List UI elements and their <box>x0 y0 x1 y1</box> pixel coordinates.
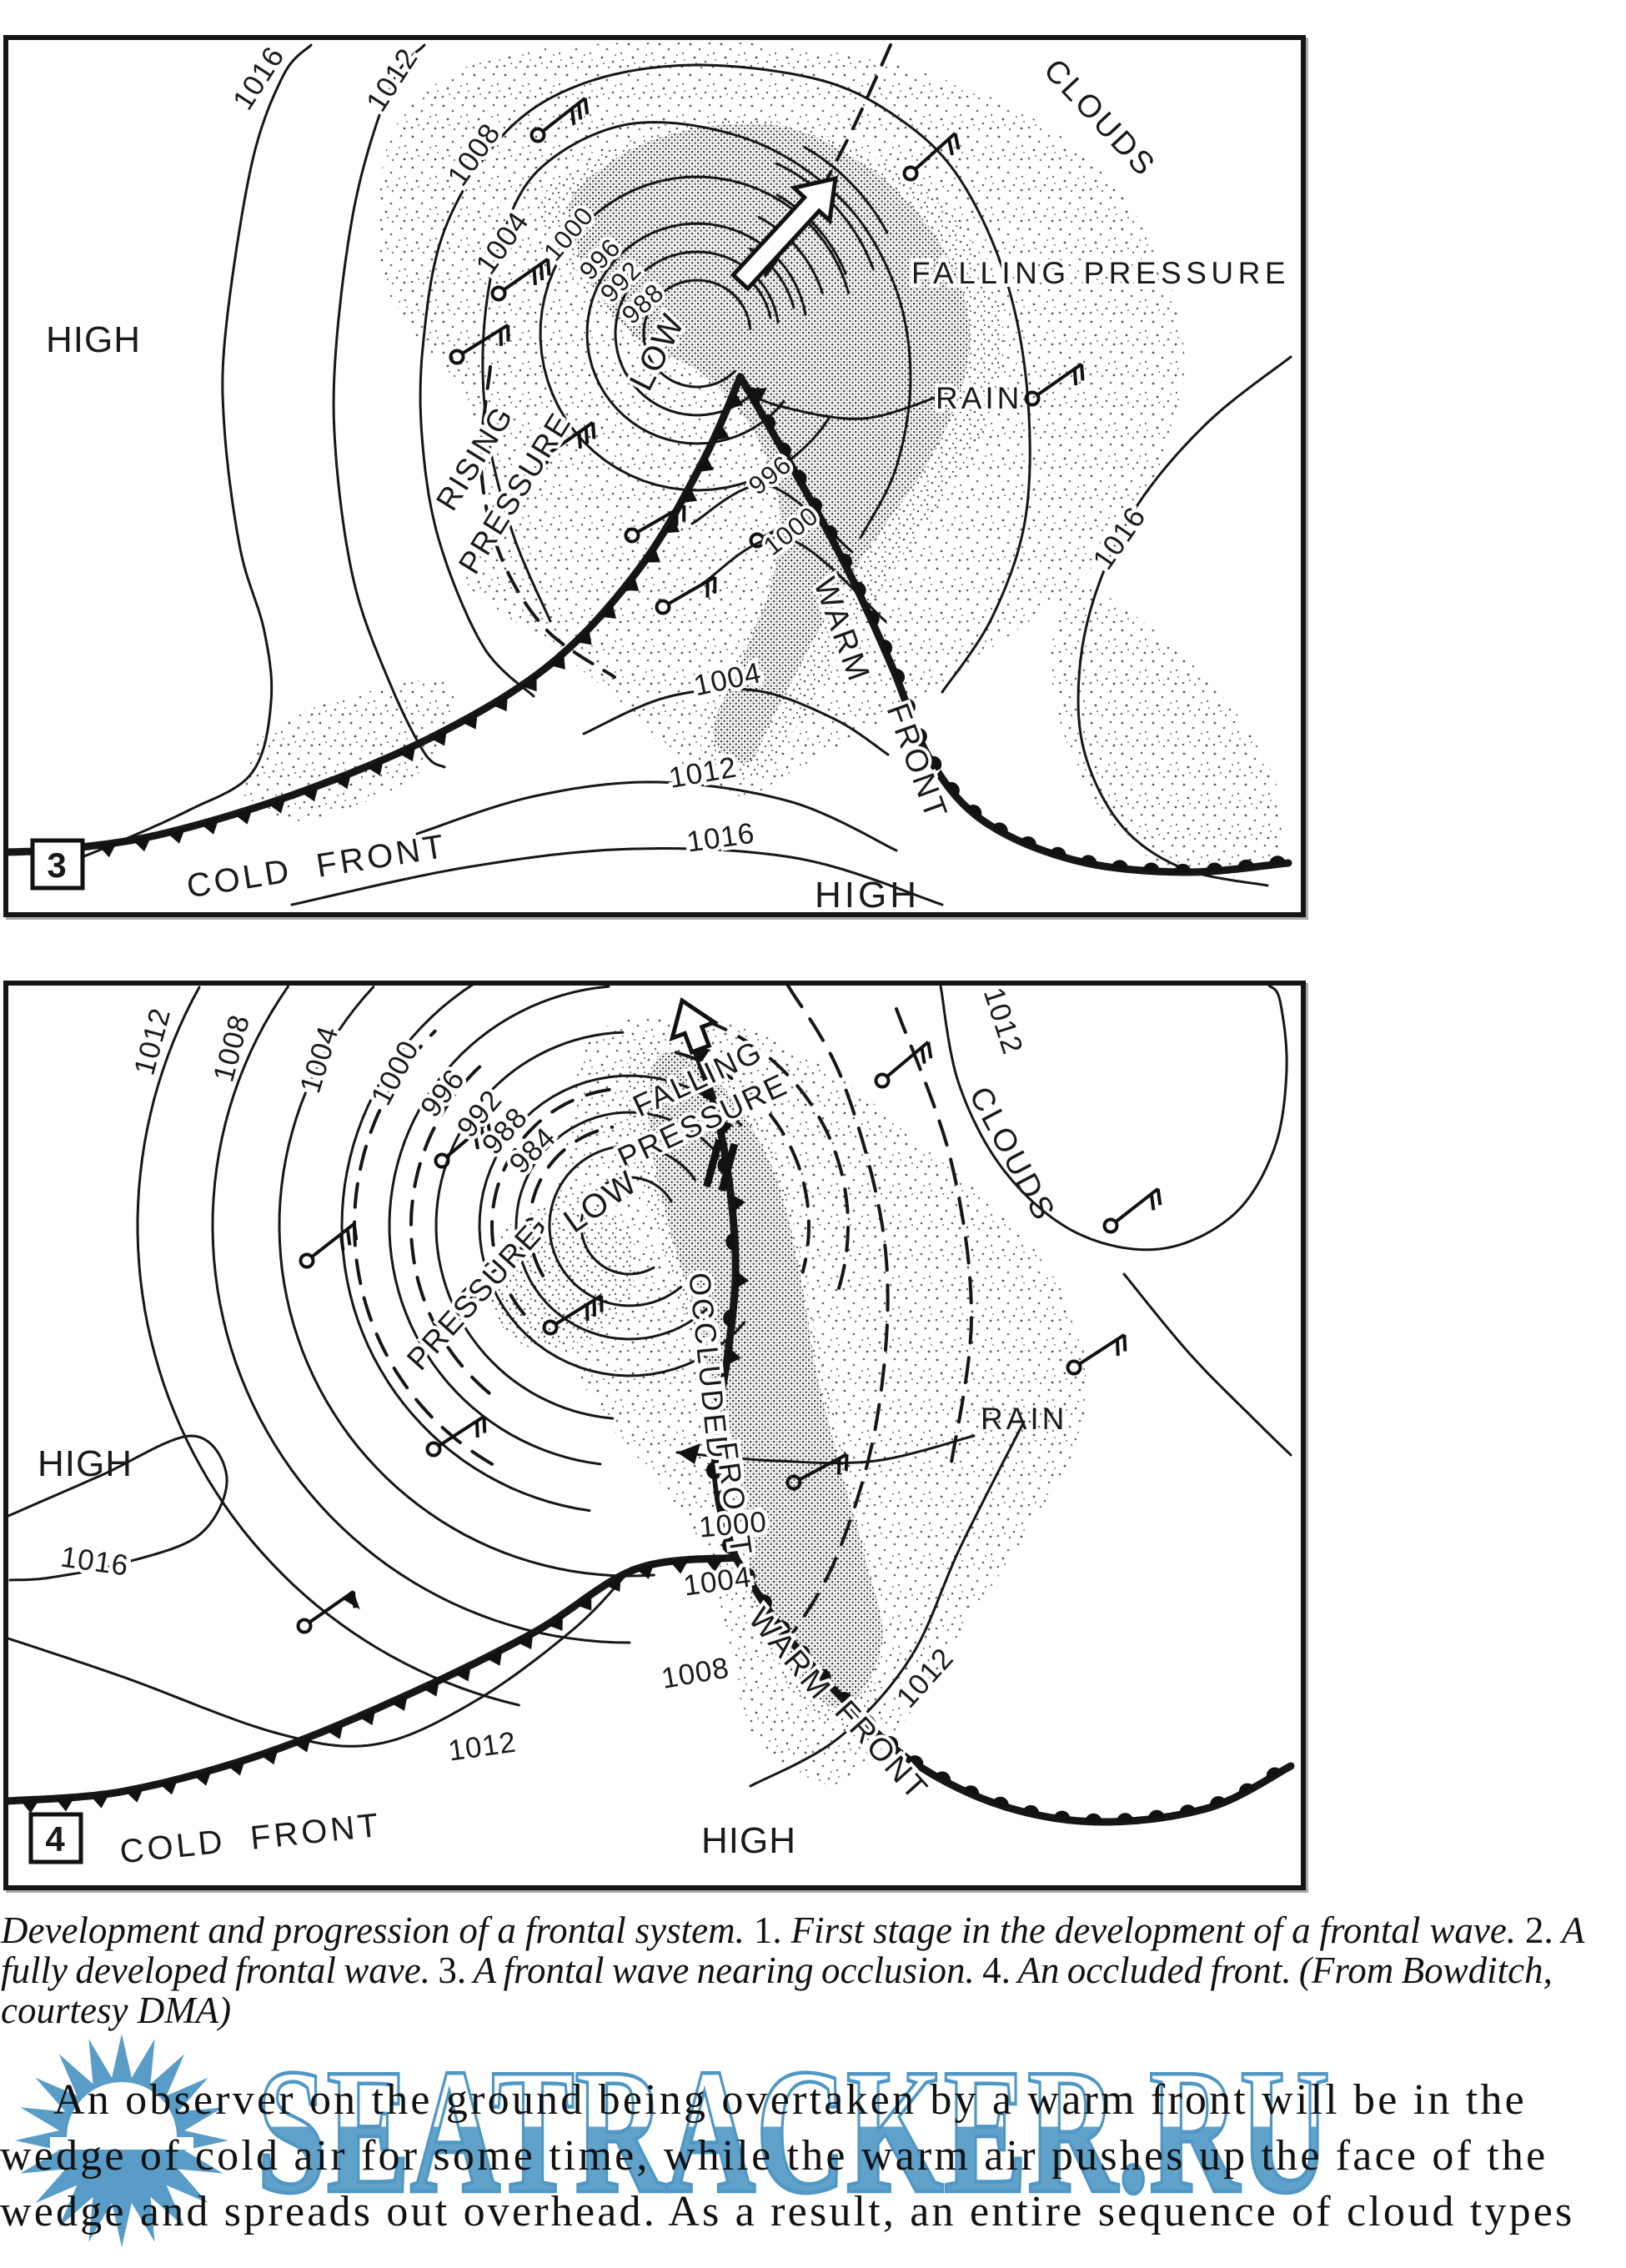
svg-text:3: 3 <box>47 845 68 885</box>
svg-text:4: 4 <box>45 1819 66 1859</box>
svg-text:1000: 1000 <box>698 1506 769 1544</box>
svg-text:HIGH: HIGH <box>46 319 141 360</box>
svg-text:RAIN: RAIN <box>936 381 1022 415</box>
svg-text:SEATRACKER.RU: SEATRACKER.RU <box>257 2031 1330 2230</box>
svg-text:HIGH: HIGH <box>815 875 920 912</box>
svg-text:FALLING PRESSURE: FALLING PRESSURE <box>911 256 1290 290</box>
svg-text:HIGH: HIGH <box>701 1820 796 1861</box>
svg-text:HIGH: HIGH <box>38 1443 133 1484</box>
svg-text:RAIN: RAIN <box>981 1402 1067 1436</box>
